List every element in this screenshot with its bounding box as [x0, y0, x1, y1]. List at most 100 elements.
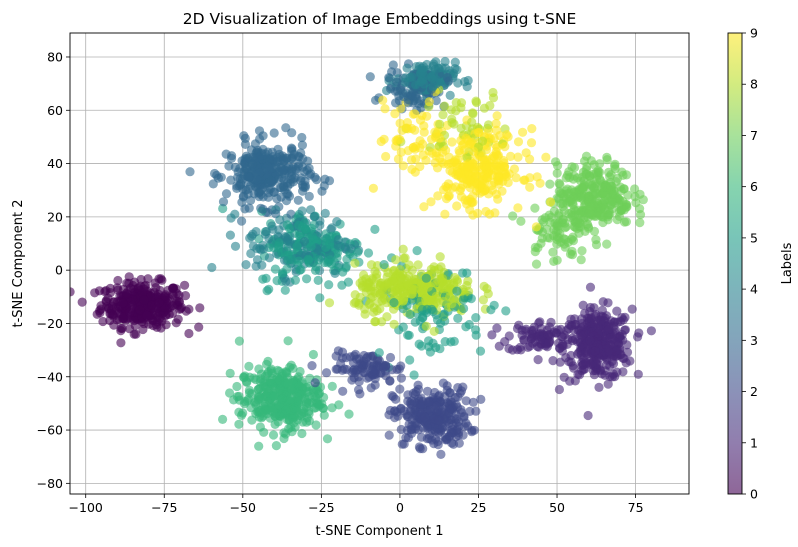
scatter-point [468, 397, 478, 407]
scatter-point [419, 202, 429, 212]
plot-frame [69, 32, 690, 495]
scatter-point [487, 330, 497, 340]
scatter-point [109, 320, 119, 330]
scatter-point [545, 217, 555, 227]
scatter-point [247, 159, 257, 169]
scatter-point [326, 224, 336, 234]
scatter-point [349, 298, 359, 308]
scatter-point [621, 170, 632, 180]
scatter-point [237, 216, 247, 226]
scatter-point [298, 417, 308, 427]
scatter-point [218, 197, 229, 207]
scatter-point [410, 285, 420, 295]
scatter-point [226, 153, 237, 163]
scatter-point [544, 322, 555, 332]
scatter-point [452, 201, 462, 211]
x-tick-label: 75 [628, 500, 644, 515]
scatter-point [445, 90, 455, 100]
scatter-point [545, 179, 555, 189]
scatter-point [551, 226, 561, 237]
scatter-point [448, 439, 459, 449]
scatter-point [447, 428, 457, 438]
scatter-point [517, 325, 527, 335]
scatter-point [589, 370, 600, 380]
scatter-point [398, 161, 408, 171]
scatter-point [471, 330, 481, 340]
scatter-point [153, 312, 163, 322]
scatter-point [324, 298, 335, 308]
scatter-point [247, 231, 257, 241]
scatter-point [584, 193, 594, 204]
scatter-point [297, 140, 307, 150]
scatter-point [403, 412, 413, 422]
scatter-point [360, 309, 370, 319]
scatter-point [381, 151, 391, 162]
scatter-point [255, 244, 265, 254]
scatter-point [109, 297, 119, 307]
scatter-point [413, 260, 423, 270]
scatter-point [160, 291, 170, 301]
scatter-point [304, 255, 314, 265]
scatter-point [422, 386, 433, 396]
scatter-point [578, 330, 588, 340]
scatter-point [571, 188, 581, 198]
scatter-point [374, 348, 384, 358]
scatter-point [578, 300, 588, 310]
scatter-point [435, 252, 445, 262]
scatter-point [463, 75, 473, 86]
scatter-point [444, 405, 454, 416]
scatter-point [135, 305, 145, 315]
scatter-point [432, 315, 443, 325]
scatter-point [357, 281, 367, 291]
scatter-point [337, 280, 347, 290]
colorbar-tick-label: 6 [750, 179, 758, 194]
scatter-point [281, 123, 291, 133]
scatter-point [292, 241, 302, 251]
scatter-point [244, 385, 254, 395]
scatter-point [410, 144, 420, 154]
scatter-point [282, 264, 292, 274]
scatter-point [311, 262, 321, 272]
scatter-point [207, 262, 217, 273]
scatter-point [306, 242, 316, 252]
scatter-point [567, 211, 577, 221]
scatter-point [506, 151, 516, 161]
scatter-point [531, 222, 542, 232]
scatter-point [537, 215, 547, 225]
scatter-point [426, 264, 436, 274]
scatter-point [142, 310, 152, 321]
scatter-point [541, 152, 551, 162]
scatter-point [147, 300, 157, 310]
scatter-point [603, 325, 613, 335]
scatter-point [322, 234, 332, 244]
scatter-point [277, 394, 287, 404]
scatter-point [254, 188, 264, 198]
scatter-point [533, 243, 543, 253]
scatter-point [368, 366, 378, 376]
scatter-point [447, 118, 457, 128]
scatter-point [226, 213, 236, 223]
chart-title: 2D Visualization of Image Embeddings usi… [183, 10, 577, 28]
scatter-point [180, 291, 191, 301]
scatter-point [385, 376, 395, 386]
scatter-point [279, 185, 290, 195]
scatter-point [391, 98, 401, 108]
scatter-point [564, 357, 574, 367]
scatter-point [273, 144, 283, 154]
scatter-point [549, 206, 559, 216]
scatter-point [407, 155, 417, 165]
scatter-point [234, 419, 244, 429]
scatter-point [310, 378, 320, 388]
scatter-point [612, 306, 622, 316]
scatter-point [385, 84, 396, 94]
scatter-point [500, 142, 510, 152]
scatter-point [501, 306, 511, 316]
scatter-point [415, 316, 425, 326]
scatter-point [531, 259, 542, 269]
scatter-point [240, 139, 250, 149]
scatter-point [633, 369, 643, 379]
scatter-point [113, 275, 123, 286]
scatter-point [399, 253, 409, 263]
colorbar-tick-label: 0 [750, 487, 758, 502]
